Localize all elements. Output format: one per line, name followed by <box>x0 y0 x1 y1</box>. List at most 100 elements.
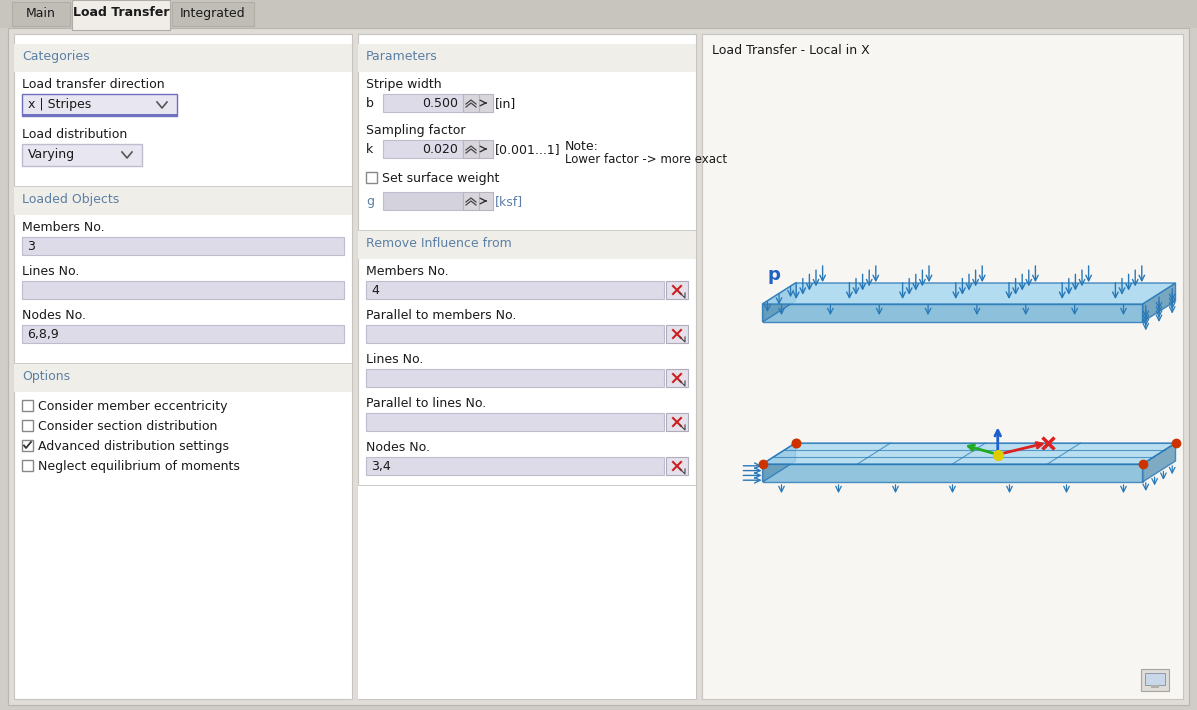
Bar <box>22 400 34 411</box>
Bar <box>463 192 479 210</box>
Bar <box>383 140 463 158</box>
Text: Stripe width: Stripe width <box>366 78 442 91</box>
Text: Members No.: Members No. <box>22 221 104 234</box>
Bar <box>366 369 664 387</box>
Polygon shape <box>1142 443 1175 482</box>
Bar <box>383 192 463 210</box>
Bar <box>1141 669 1169 691</box>
Text: 0.020: 0.020 <box>423 143 458 156</box>
Text: [ksf]: [ksf] <box>496 195 523 208</box>
Text: Set surface weight: Set surface weight <box>382 172 499 185</box>
Bar <box>366 325 664 343</box>
Text: x | Stripes: x | Stripes <box>28 98 91 111</box>
Text: Nodes No.: Nodes No. <box>22 309 86 322</box>
Bar <box>666 369 688 387</box>
Bar <box>463 94 479 112</box>
Text: b: b <box>366 97 373 110</box>
Bar <box>1152 685 1159 688</box>
Bar <box>358 231 695 259</box>
Text: Note:: Note: <box>565 140 598 153</box>
Bar <box>358 230 695 231</box>
Text: Load Transfer: Load Transfer <box>73 6 169 19</box>
Bar <box>14 364 352 392</box>
Polygon shape <box>762 443 796 482</box>
Bar <box>1146 673 1165 685</box>
Bar <box>479 94 493 112</box>
Text: 0.500: 0.500 <box>423 97 458 110</box>
Text: Loaded Objects: Loaded Objects <box>22 193 120 206</box>
Bar <box>22 281 344 299</box>
Text: 4: 4 <box>371 284 379 297</box>
Text: Sampling factor: Sampling factor <box>366 124 466 137</box>
Text: k: k <box>366 143 373 156</box>
Bar <box>72 0 170 30</box>
Bar <box>22 440 34 451</box>
Text: Options: Options <box>22 370 71 383</box>
Bar <box>666 325 688 343</box>
Bar <box>14 363 352 364</box>
Text: Parallel to members No.: Parallel to members No. <box>366 309 516 322</box>
Polygon shape <box>1142 283 1175 322</box>
Text: [0.001...1]: [0.001...1] <box>496 143 560 156</box>
Bar <box>358 485 695 486</box>
Text: Categories: Categories <box>22 50 90 63</box>
Bar <box>366 281 664 299</box>
Text: Neglect equilibrium of moments: Neglect equilibrium of moments <box>38 460 239 473</box>
Text: Parallel to lines No.: Parallel to lines No. <box>366 397 486 410</box>
Text: Varying: Varying <box>28 148 75 161</box>
Polygon shape <box>762 464 1142 482</box>
Text: Load distribution: Load distribution <box>22 128 127 141</box>
Bar <box>479 140 493 158</box>
Bar <box>366 172 377 183</box>
Text: Integrated: Integrated <box>181 7 245 20</box>
Text: 3,4: 3,4 <box>371 460 390 473</box>
Bar <box>14 34 352 699</box>
Bar <box>666 457 688 475</box>
Text: Load transfer direction: Load transfer direction <box>22 78 165 91</box>
Text: Members No.: Members No. <box>366 265 449 278</box>
Bar <box>22 114 177 116</box>
Bar <box>22 144 142 166</box>
Bar <box>358 44 695 72</box>
Bar <box>14 186 352 187</box>
Bar <box>366 413 664 431</box>
Polygon shape <box>762 304 1142 322</box>
Polygon shape <box>762 283 796 322</box>
Bar <box>22 94 177 116</box>
Text: Lines No.: Lines No. <box>366 353 424 366</box>
Text: Advanced distribution settings: Advanced distribution settings <box>38 440 229 453</box>
Text: Consider member eccentricity: Consider member eccentricity <box>38 400 227 413</box>
Bar <box>22 237 344 255</box>
Text: Nodes No.: Nodes No. <box>366 441 430 454</box>
Bar <box>0 0 1197 28</box>
Text: [in]: [in] <box>496 97 516 110</box>
Text: Remove Influence from: Remove Influence from <box>366 237 512 250</box>
Text: p: p <box>767 266 780 284</box>
Text: Load Transfer - Local in X: Load Transfer - Local in X <box>712 44 870 57</box>
Bar <box>358 486 695 699</box>
Text: g: g <box>366 195 373 208</box>
Bar <box>701 34 1183 699</box>
Bar <box>12 2 69 26</box>
Bar <box>22 420 34 431</box>
Bar <box>383 94 463 112</box>
Bar <box>14 187 352 215</box>
Bar <box>666 281 688 299</box>
Bar <box>479 192 493 210</box>
Bar <box>14 44 352 72</box>
Text: Lines No.: Lines No. <box>22 265 79 278</box>
Text: Lower factor -> more exact: Lower factor -> more exact <box>565 153 727 166</box>
Text: 3: 3 <box>28 240 35 253</box>
Bar <box>22 325 344 343</box>
Bar <box>366 457 664 475</box>
Polygon shape <box>762 443 1175 464</box>
Bar <box>22 460 34 471</box>
Text: 6,8,9: 6,8,9 <box>28 328 59 341</box>
Polygon shape <box>762 283 1175 304</box>
Bar <box>172 2 254 26</box>
Text: Parameters: Parameters <box>366 50 438 63</box>
Bar <box>463 140 479 158</box>
Text: Consider section distribution: Consider section distribution <box>38 420 218 433</box>
Bar <box>358 34 695 699</box>
Text: Main: Main <box>26 7 56 20</box>
